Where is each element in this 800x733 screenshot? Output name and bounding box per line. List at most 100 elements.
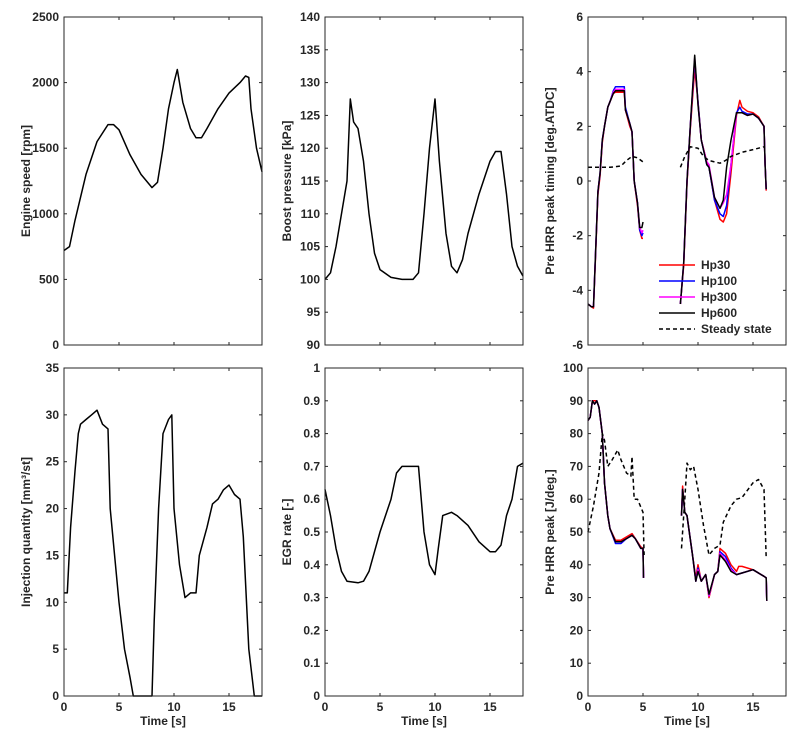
y-tick-label: 6	[576, 10, 583, 24]
x-tick-label: 0	[61, 700, 68, 714]
y-tick-label: 105	[300, 240, 320, 254]
y-tick-label: 135	[300, 43, 320, 57]
series-line-injection-quantity	[64, 409, 262, 697]
y-tick-label: 0	[576, 174, 583, 188]
y-tick-label: 50	[570, 525, 584, 539]
x-tick-label: 15	[746, 700, 760, 714]
x-tick-label: 5	[640, 700, 647, 714]
y-tick-label: 500	[39, 272, 59, 286]
y-tick-label: 0	[52, 689, 59, 703]
axes-box	[63, 367, 263, 697]
y-tick-label: 25	[46, 455, 60, 469]
x-axis-label: Time [s]	[401, 714, 447, 728]
y-tick-label: 0	[576, 689, 583, 703]
legend-label: Hp100	[701, 274, 737, 288]
x-axis-label: Time [s]	[140, 714, 186, 728]
y-tick-label: -4	[572, 283, 583, 297]
y-tick-label: 35	[46, 361, 60, 375]
y-tick-label: 1000	[32, 207, 59, 221]
y-tick-label: 0	[52, 338, 59, 352]
legend-label: Hp300	[701, 290, 737, 304]
series-line-engine-speed	[63, 68, 263, 252]
y-axis-label: Injection quantity [mm³/st]	[19, 457, 33, 607]
x-tick-label: 5	[377, 700, 384, 714]
y-tick-label: 30	[570, 591, 584, 605]
y-tick-label: 0.3	[303, 591, 320, 605]
y-tick-label: 10	[570, 656, 584, 670]
y-tick-label: 1500	[32, 141, 59, 155]
series-line-steady-state	[588, 146, 765, 169]
y-tick-label: 140	[300, 10, 320, 24]
subplot-5: 0 5 10 15 0 0.1 0.2 0.3 0.4 0.5 0.6 0.7 0.8 0.9 1 EGR r…	[280, 361, 524, 728]
subplot-4: 0 5 10 15 0 5 10 15 20 25 30 35 Injection quantity […	[19, 361, 263, 728]
x-tick-label: 15	[222, 700, 236, 714]
x-tick-label: 15	[483, 700, 497, 714]
y-axis-label: EGR rate [-]	[280, 499, 294, 566]
y-tick-label: -6	[572, 338, 583, 352]
y-tick-label: 0.9	[303, 394, 320, 408]
y-tick-label: 110	[301, 207, 321, 221]
x-axis-label: Time [s]	[664, 714, 710, 728]
y-tick-label: 70	[570, 459, 584, 473]
y-tick-label: 5	[52, 642, 59, 656]
y-tick-label: 125	[300, 108, 320, 122]
y-tick-label: 80	[570, 427, 584, 441]
x-tick-label: 5	[116, 700, 123, 714]
x-tick-label: 10	[428, 700, 442, 714]
y-tick-label: 0.4	[303, 558, 320, 572]
y-tick-label: 10	[46, 595, 60, 609]
y-tick-label: 90	[570, 394, 584, 408]
y-tick-label: 40	[570, 558, 584, 572]
y-tick-label: 0.2	[303, 623, 320, 637]
axes-box	[63, 16, 263, 346]
series-line-hp600	[587, 54, 767, 308]
y-tick-label: 2	[576, 119, 583, 133]
series-line-steady-state	[587, 432, 767, 559]
y-tick-label: 100	[300, 272, 320, 286]
y-tick-label: 30	[46, 408, 60, 422]
series-line-egr-rate	[324, 462, 524, 584]
subplot-6: 0 5 10 15 0 10 20 30 40 50 60 70 80 90 100 Pre HRR peak…	[543, 361, 787, 728]
x-tick-label: 10	[167, 700, 181, 714]
legend-label: Hp30	[701, 258, 731, 272]
y-tick-label: 0.8	[303, 427, 320, 441]
legend-label: Steady state	[701, 322, 772, 336]
y-axis-label: Pre HRR peak timing [deg.ATDC]	[543, 87, 557, 274]
subplot-3: -6 -4 -2 0 2 4 6 Pre HRR peak timing [deg.ATDC]…	[543, 10, 787, 352]
y-tick-label: -2	[572, 229, 583, 243]
series-line-boost-pressure	[324, 98, 524, 281]
y-axis-label: Boost pressure [kPa]	[280, 121, 294, 242]
series-line-hp600	[587, 400, 768, 601]
y-tick-label: 2500	[32, 10, 59, 24]
y-axis-label: Engine speed [rpm]	[19, 125, 33, 237]
y-tick-label: 0	[313, 689, 320, 703]
y-tick-label: 20	[570, 623, 584, 637]
subplot-2: 90 95 100 105 110 115 120 125 130 135 140 Boost pre…	[280, 10, 524, 352]
y-tick-label: 130	[300, 76, 320, 90]
plot-area	[325, 17, 523, 345]
legend: Hp30 Hp100 Hp300 Hp600 Steady state	[659, 258, 772, 336]
y-tick-label: 60	[570, 492, 584, 506]
plot-area	[588, 368, 786, 696]
x-tick-label: 0	[322, 700, 329, 714]
x-tick-label: 10	[691, 700, 705, 714]
y-tick-label: 0.1	[303, 656, 320, 670]
plot-area	[64, 17, 262, 345]
y-tick-label: 20	[46, 502, 60, 516]
y-tick-label: 15	[46, 548, 60, 562]
y-tick-label: 4	[576, 65, 583, 79]
x-tick-label: 0	[585, 700, 592, 714]
y-tick-label: 1	[313, 361, 320, 375]
y-tick-label: 115	[301, 174, 321, 188]
y-axis-label: Pre HRR peak [J/deg.]	[543, 469, 557, 594]
y-tick-label: 120	[300, 141, 320, 155]
y-tick-label: 95	[307, 305, 321, 319]
plot-area	[64, 368, 262, 696]
y-tick-label: 100	[563, 361, 583, 375]
y-tick-label: 0.6	[303, 492, 320, 506]
y-tick-label: 0.7	[303, 459, 320, 473]
y-tick-label: 90	[307, 338, 321, 352]
legend-label: Hp600	[701, 306, 737, 320]
y-tick-label: 2000	[32, 76, 59, 90]
